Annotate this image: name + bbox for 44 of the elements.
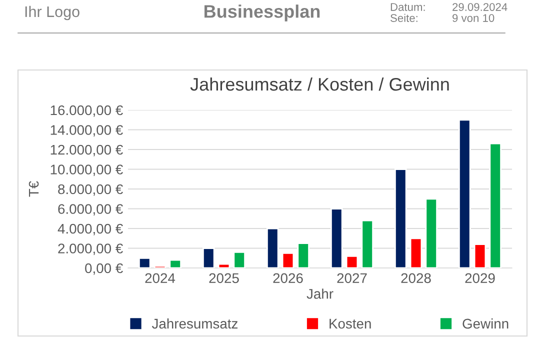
bar [218,263,230,268]
bar [474,244,486,268]
x-tick-label: 2025 [209,273,239,284]
text: Businessplan [204,4,320,22]
bar [394,168,407,268]
chart-title: Jahresumsatz / Kosten / Gewinn [190,77,449,91]
y-tick-label: 16.000,00 € [50,105,123,117]
y-axis-title: T€ [28,181,39,197]
bar [458,119,471,268]
text: 29.09.2024 [452,3,508,11]
x-tick-label: 2026 [273,273,303,284]
y-tick-label: 6.000,00 € [58,204,123,216]
bar [169,259,182,268]
bar [202,248,215,268]
text: Seite: [390,14,418,22]
bar [297,242,310,268]
text: Ihr Logo [25,6,80,20]
y-tick-label: 4.000,00 € [58,224,123,236]
y-tick-label: 12.000,00 € [50,144,123,156]
bar [282,252,294,268]
y-tick-label: 8.000,00 € [58,184,123,196]
y-tick-label: 2.000,00 € [58,244,123,256]
legend-label: Gewinn [462,318,508,329]
bar [410,238,422,268]
bar [346,255,358,268]
legend-label: Kosten [330,318,371,329]
bar [233,252,246,268]
text: 9 von 10 [452,14,494,22]
x-tick-label: 2029 [465,273,495,284]
x-tick-label: 2028 [401,273,431,284]
y-tick-label: 14.000,00 € [50,125,123,137]
legend-label: Jahresumsatz [152,318,238,329]
bar [489,142,502,268]
text: Datum: [390,3,425,11]
bar [330,208,343,268]
x-tick-label: 2024 [145,273,176,284]
bar [138,257,151,268]
bar [425,198,438,268]
bar [266,228,279,268]
y-tick-label: 10.000,00 € [50,164,123,176]
y-tick-label: 0,00 € [85,263,123,275]
bar [361,220,374,268]
x-tick-label: 2027 [337,273,367,284]
x-axis-title: Jahr [306,288,334,299]
